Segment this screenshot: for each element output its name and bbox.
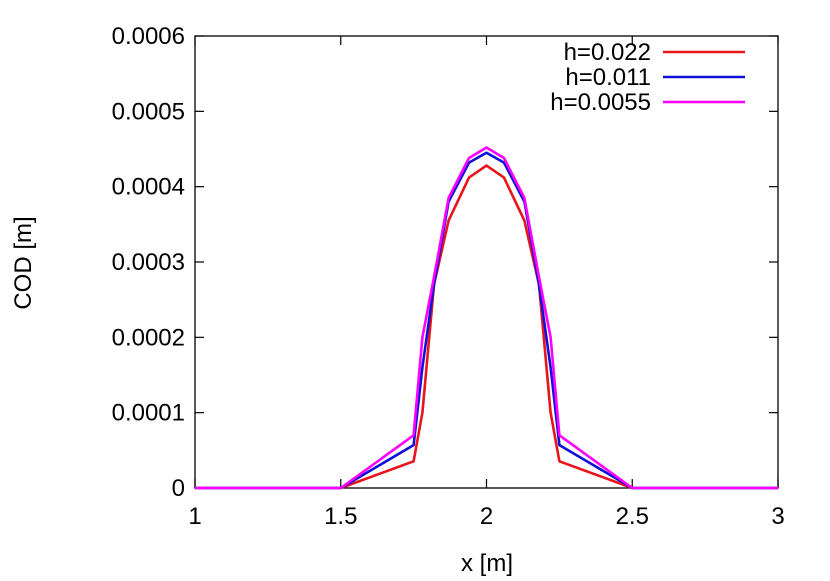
series-line-1 (195, 164, 778, 490)
x-tick-label: 2 (480, 503, 493, 530)
series-line-3 (195, 146, 778, 490)
x-axis: 1 1.5 2 2.5 3 (188, 36, 785, 530)
plot-border (194, 35, 779, 489)
y-axis: 0 0.0001 0.0002 0.0003 0.0004 0.0005 0.0006 (112, 23, 778, 502)
plot-frame (194, 35, 779, 489)
y-tick-label: 0.0002 (112, 324, 185, 351)
y-tick-label: 0.0004 (112, 174, 185, 201)
y-tick-label: 0 (172, 475, 185, 502)
y-tick-label: 0.0001 (112, 400, 185, 427)
x-tick-label: 1.5 (324, 503, 357, 530)
y-axis-label: COD [m] (10, 216, 37, 309)
x-tick-label: 1 (188, 503, 201, 530)
x-tick-label: 3 (771, 503, 784, 530)
legend-label-2: h=0.011 (565, 64, 651, 91)
x-axis-label: x [m] (461, 550, 513, 577)
x-tick-label: 2.5 (616, 503, 649, 530)
y-tick-label: 0.0005 (112, 98, 185, 125)
legend-label-1: h=0.022 (564, 39, 651, 66)
legend-label-3: h=0.0055 (550, 89, 651, 116)
series-lines (195, 146, 778, 490)
y-tick-label: 0.0006 (112, 23, 185, 50)
series-line-2 (195, 151, 778, 490)
y-tick-label: 0.0003 (112, 249, 185, 276)
